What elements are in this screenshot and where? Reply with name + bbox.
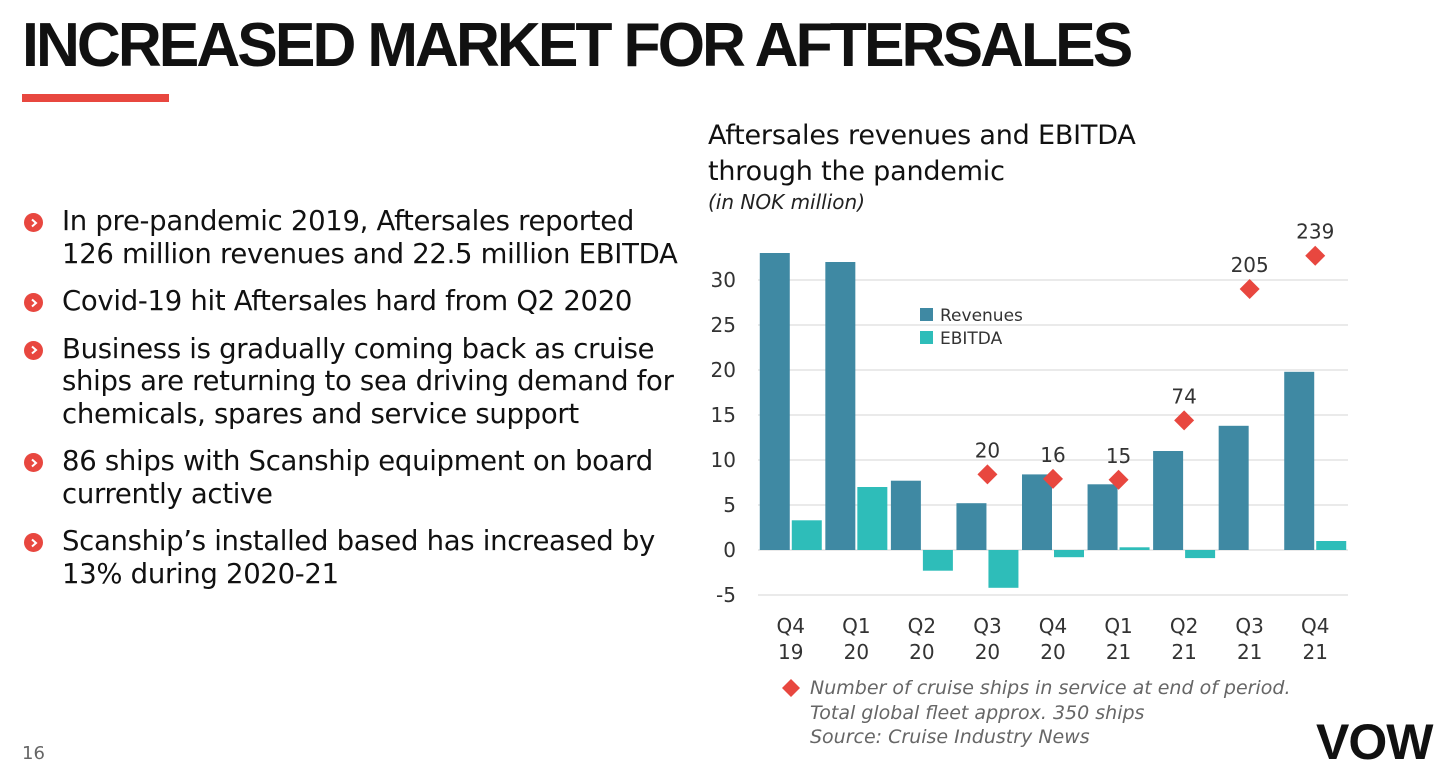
data-label: 74 (1171, 384, 1196, 408)
ebitda-bar (791, 520, 822, 550)
x-tick-label: Q3 (1235, 614, 1263, 638)
cruise-ships-marker (1043, 468, 1063, 489)
data-label: 15 (1106, 444, 1131, 468)
legend-swatch (920, 331, 933, 344)
revenue-bar (759, 253, 790, 550)
revenue-bar (1087, 484, 1118, 550)
ebitda-bar (988, 550, 1019, 588)
x-tick-label: 20 (909, 640, 934, 664)
y-tick-label: 10 (711, 448, 736, 472)
bullet-text: Business is gradually coming back as cru… (62, 332, 674, 430)
data-label: 239 (1296, 220, 1334, 244)
x-tick-label: 19 (778, 640, 803, 664)
chevron-circle-icon (24, 533, 43, 552)
page-number: 16 (22, 743, 45, 764)
bullet-item: Scanship’s installed based has increased… (22, 525, 682, 590)
data-label: 20 (975, 438, 1000, 462)
ebitda-bar (1119, 547, 1150, 550)
cruise-ships-marker (1174, 410, 1195, 431)
y-tick-label: 20 (711, 358, 736, 382)
bullet-item: 86 ships with Scanship equipment on boar… (22, 445, 682, 510)
x-tick-label: Q4 (1039, 614, 1067, 638)
legend-label: Revenues (940, 306, 1023, 326)
x-tick-label: Q4 (777, 614, 805, 638)
y-tick-label: -5 (716, 583, 736, 607)
bullet-list: In pre-pandemic 2019, Aftersales reporte… (22, 205, 682, 605)
footnote-line: Number of cruise ships in service at end… (810, 677, 1291, 699)
page-title: INCREASED MARKET FOR AFTERSALES (22, 11, 1133, 80)
bullet-item: Covid-19 hit Aftersales hard from Q2 202… (22, 285, 682, 318)
footnote-line: Total global fleet approx. 350 ships (810, 701, 1145, 724)
revenue-bar (890, 480, 921, 550)
chart: -5051015202530Q419Q120Q220Q320Q420Q121Q2… (711, 220, 1348, 664)
y-tick-label: 25 (711, 313, 736, 337)
bullet-text: Covid-19 hit Aftersales hard from Q2 202… (62, 285, 633, 317)
x-tick-label: 20 (975, 640, 1000, 664)
ebitda-bar (1316, 541, 1347, 550)
bullet-item: In pre-pandemic 2019, Aftersales reporte… (22, 205, 682, 270)
ebitda-bar (1054, 550, 1084, 558)
revenue-bar (825, 262, 856, 550)
x-tick-label: 21 (1171, 640, 1196, 664)
ebitda-bar (922, 550, 953, 571)
legend-swatch (920, 308, 933, 321)
footnote-source: Source: Cruise Industry News (810, 726, 1090, 748)
ebitda-bar (857, 487, 888, 550)
y-tick-label: 15 (711, 403, 736, 427)
revenue-bar (1153, 451, 1184, 550)
cruise-ships-marker (1305, 245, 1326, 266)
x-tick-label: Q2 (1170, 614, 1198, 638)
chart-title: Aftersales revenues and EBITDA through t… (708, 118, 1308, 190)
revenue-bar (1218, 425, 1249, 550)
x-tick-label: 21 (1237, 640, 1262, 664)
chart-title-line-2: through the pandemic (708, 156, 1005, 187)
cruise-ships-marker-icon (782, 679, 800, 697)
cruise-ships-marker (1239, 279, 1260, 299)
chart-subtitle: (in NOK million) (708, 190, 865, 214)
data-label: 205 (1231, 253, 1269, 277)
y-tick-label: 5 (723, 493, 736, 517)
bullet-text: Scanship’s installed based has increased… (62, 525, 655, 590)
title-accent-bar (22, 94, 169, 102)
y-tick-label: 30 (711, 268, 736, 292)
x-tick-label: Q1 (1104, 614, 1132, 638)
chevron-circle-icon (24, 293, 43, 312)
logo: VOW (1316, 714, 1433, 770)
chevron-circle-icon (24, 453, 43, 472)
x-tick-label: Q1 (842, 614, 870, 638)
bullet-item: Business is gradually coming back as cru… (22, 333, 682, 431)
revenue-bar (1022, 474, 1052, 550)
footnote-diamond (782, 679, 800, 697)
x-tick-label: 21 (1106, 640, 1131, 664)
x-tick-label: Q2 (908, 614, 936, 638)
cruise-ships-marker (977, 464, 998, 485)
ebitda-bar (1185, 550, 1216, 559)
x-tick-label: Q3 (973, 614, 1001, 638)
bullet-text: 86 ships with Scanship equipment on boar… (62, 445, 653, 510)
chevron-circle-icon (24, 213, 43, 232)
chart-footnote: Number of cruise ships in service at end… (810, 676, 1290, 750)
chart-title-line-1: Aftersales revenues and EBITDA (708, 120, 1136, 151)
y-tick-label: 0 (723, 538, 736, 562)
x-tick-label: 20 (1040, 640, 1065, 664)
x-tick-label: 20 (844, 640, 869, 664)
revenue-bar (956, 503, 987, 550)
x-tick-label: 21 (1302, 640, 1327, 664)
x-tick-label: Q4 (1301, 614, 1329, 638)
data-label: 16 (1040, 443, 1065, 467)
cruise-ships-marker (1108, 469, 1129, 490)
legend-label: EBITDA (940, 329, 1003, 349)
chevron-circle-icon (24, 340, 43, 360)
revenue-bar (1284, 371, 1315, 550)
bullet-text: In pre-pandemic 2019, Aftersales reporte… (62, 205, 678, 270)
